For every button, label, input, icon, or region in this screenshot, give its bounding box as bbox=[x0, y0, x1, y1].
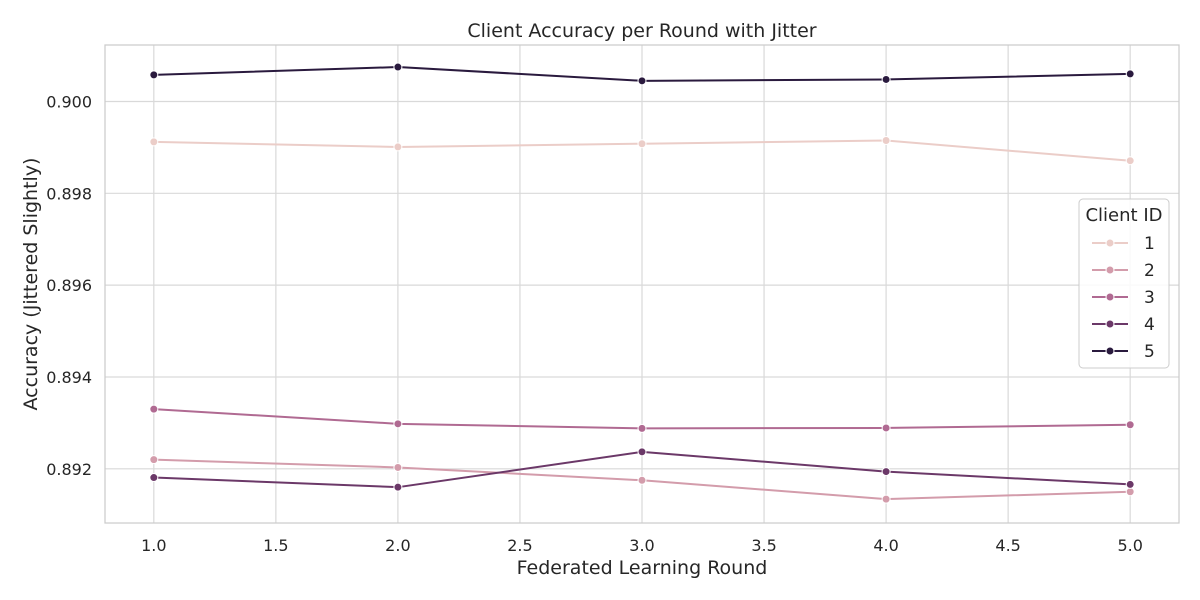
legend-marker bbox=[1105, 238, 1115, 248]
legend-items: 1 2 3 4 5 bbox=[1092, 234, 1155, 362]
data-point bbox=[1125, 420, 1135, 430]
data-point bbox=[1125, 479, 1135, 489]
legend-marker bbox=[1105, 346, 1115, 356]
data-point bbox=[637, 139, 647, 149]
data-point bbox=[881, 423, 891, 433]
y-axis-ticks: 0.892 0.894 0.896 0.898 0.900 bbox=[46, 92, 92, 478]
legend-marker bbox=[1105, 292, 1115, 302]
series-4 bbox=[149, 447, 1135, 492]
x-axis-label: Federated Learning Round bbox=[517, 557, 768, 579]
data-point bbox=[149, 455, 159, 465]
data-point bbox=[149, 473, 159, 483]
data-point bbox=[149, 404, 159, 414]
legend-item-1[interactable]: 1 bbox=[1092, 234, 1155, 254]
x-tick-label: 2.5 bbox=[507, 536, 532, 555]
legend-box bbox=[1078, 198, 1170, 369]
legend-marker bbox=[1105, 319, 1115, 329]
data-point bbox=[637, 475, 647, 485]
x-tick-label: 2.0 bbox=[385, 536, 410, 555]
data-point bbox=[637, 447, 647, 457]
legend-title: Client ID bbox=[1085, 205, 1162, 226]
legend[interactable]: Client ID 1 2 3 4 5 bbox=[1078, 198, 1170, 369]
data-point bbox=[393, 462, 403, 472]
y-tick-label: 0.900 bbox=[46, 92, 92, 111]
x-tick-label: 1.0 bbox=[141, 536, 166, 555]
data-point bbox=[881, 136, 891, 146]
legend-item-2[interactable]: 2 bbox=[1092, 261, 1155, 281]
data-point bbox=[1125, 69, 1135, 79]
data-point bbox=[881, 494, 891, 504]
data-point bbox=[393, 482, 403, 492]
data-point bbox=[637, 423, 647, 433]
x-tick-label: 3.0 bbox=[629, 536, 654, 555]
series-group bbox=[149, 62, 1135, 504]
chart-title: Client Accuracy per Round with Jitter bbox=[467, 20, 816, 42]
series-3 bbox=[149, 404, 1135, 433]
legend-label: 4 bbox=[1144, 315, 1155, 335]
x-axis-ticks: 1.0 1.5 2.0 2.5 3.0 3.5 4.0 4.5 5.0 bbox=[141, 536, 1143, 555]
grid bbox=[105, 45, 1179, 523]
data-point bbox=[1125, 156, 1135, 166]
x-tick-label: 4.5 bbox=[995, 536, 1020, 555]
data-point bbox=[149, 70, 159, 80]
legend-label: 5 bbox=[1144, 342, 1155, 362]
series-1 bbox=[149, 136, 1135, 166]
series-5 bbox=[149, 62, 1135, 86]
y-tick-label: 0.892 bbox=[46, 460, 92, 479]
legend-item-5[interactable]: 5 bbox=[1092, 342, 1155, 362]
plot-frame bbox=[104, 44, 1180, 524]
x-tick-label: 5.0 bbox=[1117, 536, 1142, 555]
y-tick-label: 0.898 bbox=[46, 184, 92, 203]
data-point bbox=[393, 142, 403, 152]
data-point bbox=[393, 419, 403, 429]
y-tick-label: 0.894 bbox=[46, 368, 92, 387]
x-tick-label: 1.5 bbox=[263, 536, 288, 555]
data-point bbox=[1125, 487, 1135, 497]
data-point bbox=[881, 74, 891, 84]
legend-label: 2 bbox=[1144, 261, 1155, 281]
data-point bbox=[637, 76, 647, 86]
legend-item-4[interactable]: 4 bbox=[1092, 315, 1155, 335]
legend-label: 3 bbox=[1144, 288, 1155, 308]
data-point bbox=[881, 467, 891, 477]
legend-label: 1 bbox=[1144, 234, 1155, 254]
data-point bbox=[393, 62, 403, 72]
legend-marker bbox=[1105, 265, 1115, 275]
data-point bbox=[149, 137, 159, 147]
legend-item-3[interactable]: 3 bbox=[1092, 288, 1155, 308]
y-tick-label: 0.896 bbox=[46, 276, 92, 295]
x-tick-label: 3.5 bbox=[751, 536, 776, 555]
y-axis-label: Accuracy (Jittered Slightly) bbox=[20, 158, 42, 411]
x-tick-label: 4.0 bbox=[873, 536, 898, 555]
